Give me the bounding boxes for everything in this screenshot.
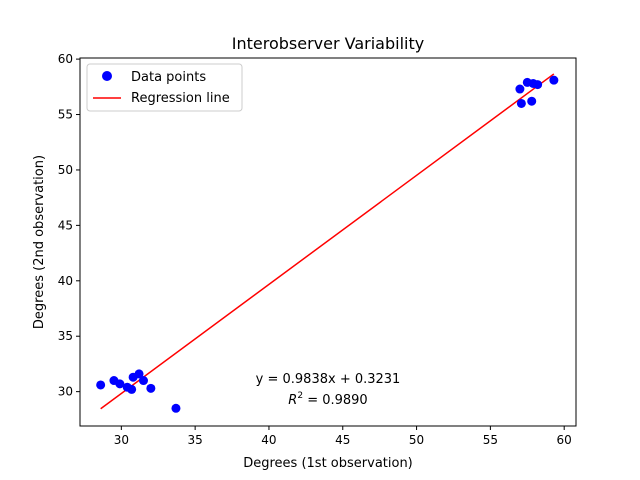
chart-title: Interobserver Variability: [232, 34, 424, 53]
data-point-10: [515, 84, 525, 94]
regression-equation: y = 0.9838x + 0.3231: [256, 372, 401, 387]
data-point-8: [146, 383, 156, 393]
y-axis-ticks: 30 35 40 45 50 55 60: [58, 52, 80, 399]
data-point-0: [96, 380, 106, 390]
data-point-7: [138, 376, 148, 386]
annotation: y = 0.9838x + 0.3231 R2 = 0.9890: [256, 372, 401, 408]
x-tick-label-55: 55: [483, 433, 498, 447]
legend-label-regression-line: Regression line: [131, 91, 230, 106]
x-axis-label: Degrees (1st observation): [243, 456, 413, 471]
legend-box: [86, 63, 243, 112]
y-tick-label-35: 35: [58, 329, 73, 343]
legend-marker-data-points: [102, 71, 112, 81]
y-axis-label: Degrees (2nd observation): [32, 155, 47, 329]
data-point-16: [549, 75, 559, 85]
data-point-4: [127, 384, 137, 394]
y-tick-label-60: 60: [58, 52, 73, 66]
r-squared-exponent: 2: [297, 391, 303, 401]
x-tick-label-30: 30: [114, 433, 129, 447]
data-point-15: [533, 80, 543, 90]
y-tick-label-45: 45: [58, 218, 73, 232]
y-tick-label-55: 55: [58, 108, 73, 122]
x-tick-label-45: 45: [335, 433, 350, 447]
legend-label-data-points: Data points: [131, 70, 206, 85]
x-tick-label-40: 40: [261, 433, 276, 447]
plot-marks: [96, 73, 559, 413]
data-point-11: [516, 98, 526, 108]
y-tick-label-40: 40: [58, 274, 73, 288]
data-point-6: [134, 369, 144, 379]
x-tick-label-60: 60: [557, 433, 572, 447]
x-tick-label-35: 35: [188, 433, 203, 447]
y-tick-label-50: 50: [58, 163, 73, 177]
r-squared-symbol: R: [288, 393, 297, 408]
regression-line: [100, 73, 555, 410]
y-tick-label-30: 30: [58, 385, 73, 399]
x-tick-label-50: 50: [409, 433, 424, 447]
r-squared: R2 = 0.9890: [288, 391, 367, 408]
plot-frame: [79, 57, 577, 427]
legend: Data points Regression line: [86, 63, 243, 112]
data-point-2: [115, 379, 125, 389]
r-squared-value: = 0.9890: [303, 393, 368, 408]
data-point-13: [527, 96, 537, 106]
data-point-9: [171, 403, 181, 413]
x-axis-ticks: 30 35 40 45 50 55 60: [114, 426, 572, 447]
